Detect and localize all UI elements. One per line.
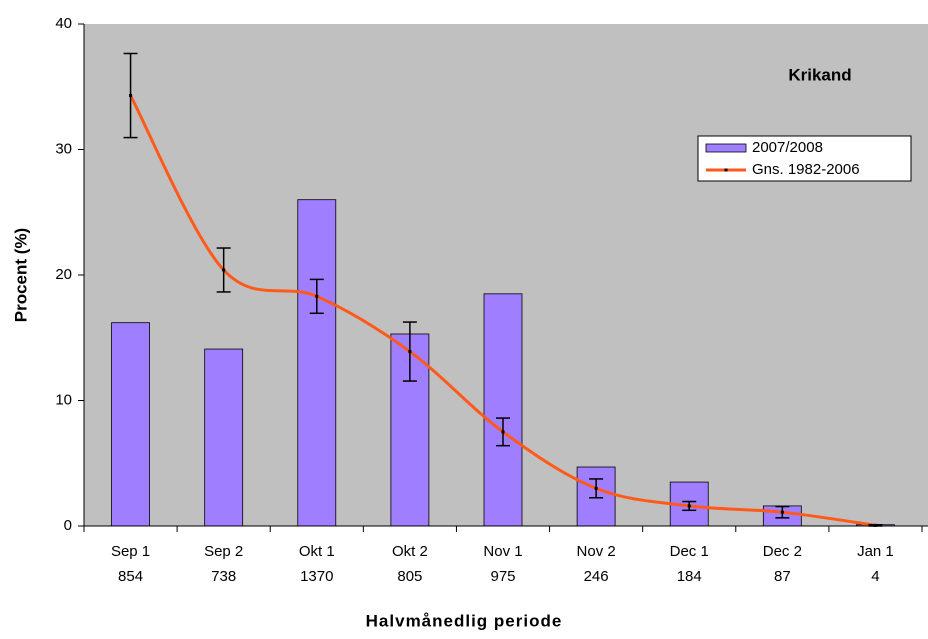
y-tick-label: 10 (55, 391, 72, 408)
legend-box (697, 135, 912, 182)
sample-size-label: 4 (871, 568, 879, 585)
x-tick-label: Sep 1 (111, 543, 150, 560)
x-tick-label: Jan 1 (857, 543, 894, 560)
bar (204, 348, 244, 527)
marker (780, 510, 784, 514)
x-tick-label: Sep 2 (204, 543, 243, 560)
legend-swatch (705, 143, 747, 153)
bar (111, 322, 150, 527)
sample-size-label: 805 (397, 568, 422, 585)
marker (687, 504, 691, 508)
y-tick-label: 0 (64, 517, 72, 534)
x-tick-label: Nov 1 (483, 543, 522, 560)
sample-size-label: 87 (774, 568, 791, 585)
sample-size-label: 738 (211, 568, 236, 585)
marker (501, 430, 505, 434)
legend-label: 2007/2008 (752, 139, 823, 156)
marker (594, 486, 598, 490)
y-axis-label: Procent (%) (11, 228, 30, 322)
sample-size-label: 1370 (300, 568, 333, 585)
marker (129, 94, 133, 98)
marker (408, 350, 412, 354)
x-tick-label: Dec 1 (670, 543, 709, 560)
sample-size-label: 975 (490, 568, 515, 585)
marker (315, 294, 319, 298)
legend-label: Gns. 1982-2006 (752, 161, 860, 178)
marker (222, 268, 226, 272)
sample-size-label: 246 (584, 568, 609, 585)
bar (483, 293, 523, 527)
sample-size-label: 184 (677, 568, 702, 585)
x-tick-label: Okt 1 (299, 543, 335, 560)
x-tick-label: Dec 2 (763, 543, 802, 560)
y-tick-label: 30 (55, 140, 72, 157)
chart-title: Krikand (788, 65, 851, 84)
y-tick-label: 40 (55, 15, 72, 32)
y-tick-label: 20 (55, 266, 72, 283)
x-tick-label: Okt 2 (392, 543, 428, 560)
marker (873, 523, 877, 527)
legend-marker (724, 168, 728, 172)
x-axis-label: Halvmånedlig periode (366, 611, 563, 630)
bar (297, 199, 337, 527)
x-tick-label: Nov 2 (577, 543, 616, 560)
sample-size-label: 854 (118, 568, 143, 585)
